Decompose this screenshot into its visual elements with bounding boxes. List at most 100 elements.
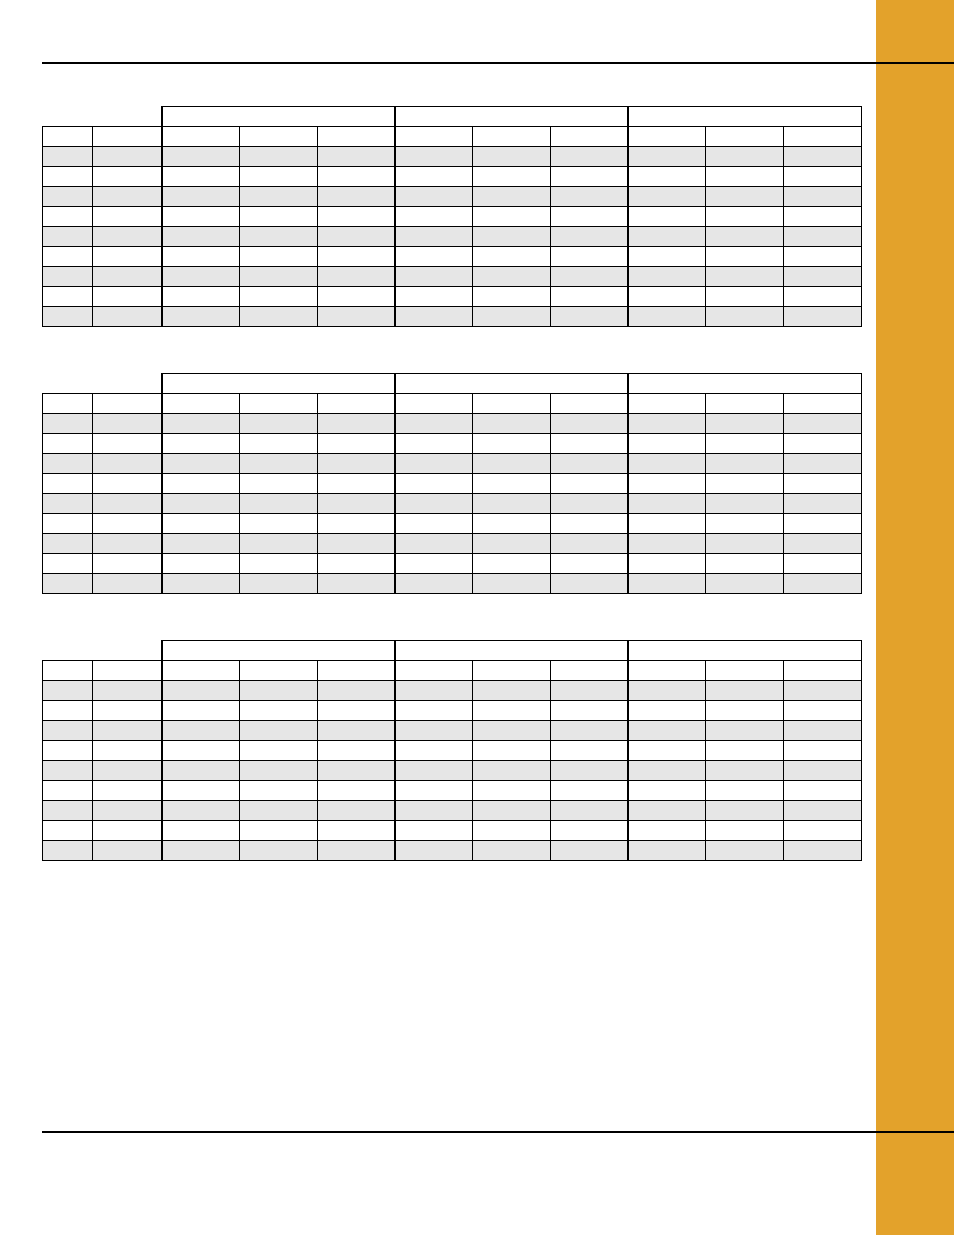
cell (784, 554, 862, 574)
page (0, 0, 954, 1235)
cell (240, 287, 318, 307)
cell (473, 554, 551, 574)
cell (162, 247, 240, 267)
cell (473, 494, 551, 514)
sub-header (473, 661, 551, 681)
cell (162, 227, 240, 247)
sub-header (706, 127, 784, 147)
sub-header (473, 127, 551, 147)
cell (92, 741, 162, 761)
cell (784, 721, 862, 741)
cell (162, 574, 240, 594)
cell (706, 574, 784, 594)
cell (706, 454, 784, 474)
cell (162, 841, 240, 861)
group-header (395, 374, 628, 394)
cell (162, 721, 240, 741)
cell (706, 167, 784, 187)
table-row (43, 574, 862, 594)
cell (317, 414, 395, 434)
cell (317, 474, 395, 494)
cell (628, 227, 706, 247)
cell (162, 434, 240, 454)
cell (162, 267, 240, 287)
table-row (43, 801, 862, 821)
cell (473, 761, 551, 781)
cell (317, 247, 395, 267)
cell (92, 474, 162, 494)
cell (317, 681, 395, 701)
cell (395, 267, 473, 287)
cell (43, 841, 93, 861)
header-blank (43, 641, 163, 661)
sub-header (784, 394, 862, 414)
table-row (43, 741, 862, 761)
cell (162, 701, 240, 721)
cell (395, 247, 473, 267)
cell (317, 781, 395, 801)
cell (43, 474, 93, 494)
group-header (628, 374, 861, 394)
table-block (42, 640, 862, 861)
cell (473, 434, 551, 454)
cell (395, 307, 473, 327)
cell (162, 167, 240, 187)
table-row (43, 167, 862, 187)
cell (551, 681, 629, 701)
cell (240, 227, 318, 247)
group-header (628, 107, 861, 127)
cell (784, 307, 862, 327)
cell (395, 841, 473, 861)
cell (317, 307, 395, 327)
cell (784, 801, 862, 821)
table-row (43, 414, 862, 434)
sub-header (240, 394, 318, 414)
cell (240, 207, 318, 227)
cell (43, 781, 93, 801)
cell (43, 761, 93, 781)
cell (240, 574, 318, 594)
cell (43, 721, 93, 741)
cell (162, 821, 240, 841)
cell (551, 247, 629, 267)
cell (706, 434, 784, 454)
cell (92, 247, 162, 267)
cell (395, 287, 473, 307)
cell (240, 454, 318, 474)
cell (551, 801, 629, 821)
sub-header (317, 661, 395, 681)
cell (92, 207, 162, 227)
cell (162, 494, 240, 514)
cell (784, 761, 862, 781)
sub-header (706, 394, 784, 414)
cell (395, 187, 473, 207)
cell (551, 167, 629, 187)
cell (43, 701, 93, 721)
table-row (43, 821, 862, 841)
cell (551, 721, 629, 741)
table-row (43, 721, 862, 741)
sub-header (784, 661, 862, 681)
cell (162, 514, 240, 534)
sub-header-left (92, 127, 162, 147)
sub-header (473, 394, 551, 414)
cell (784, 167, 862, 187)
cell (317, 554, 395, 574)
cell (551, 147, 629, 167)
cell (551, 267, 629, 287)
cell (43, 247, 93, 267)
cell (317, 801, 395, 821)
cell (240, 801, 318, 821)
cell (706, 514, 784, 534)
cell (473, 801, 551, 821)
cell (92, 227, 162, 247)
cell (551, 761, 629, 781)
cell (473, 454, 551, 474)
table-row (43, 187, 862, 207)
table-row (43, 147, 862, 167)
cell (317, 287, 395, 307)
cell (395, 474, 473, 494)
table-row (43, 781, 862, 801)
sub-header (162, 127, 240, 147)
cell (43, 207, 93, 227)
